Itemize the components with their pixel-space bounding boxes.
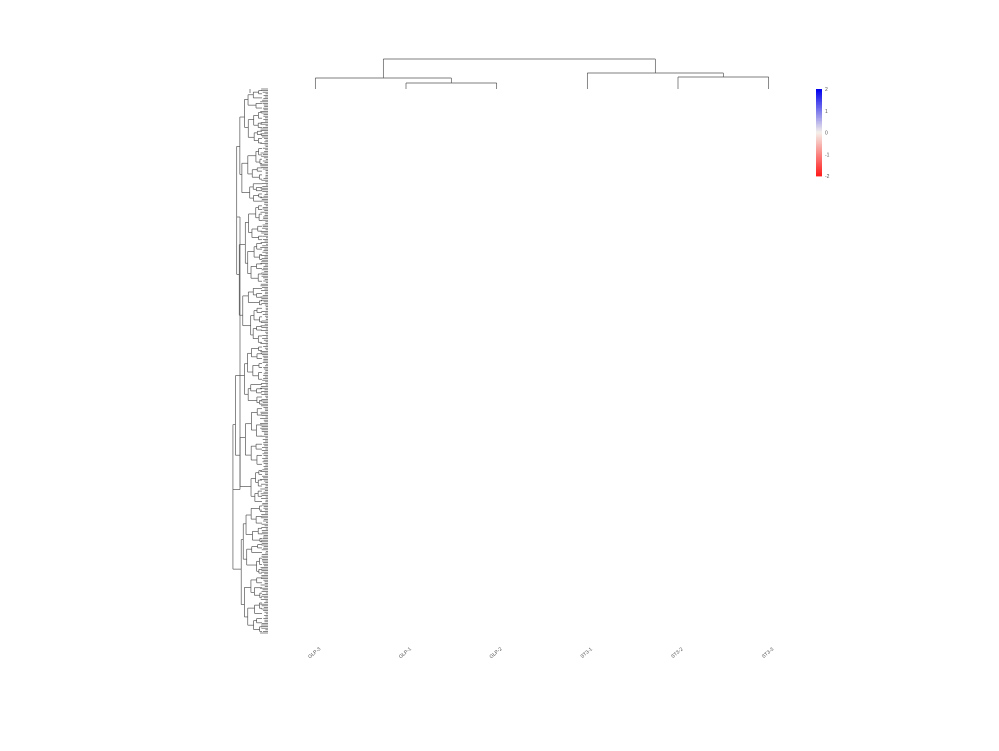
legend-color-step [816,145,822,148]
legend-color-step [816,170,822,173]
legend-tick-label: 1 [825,109,828,115]
legend-color-step [816,168,822,171]
legend-color-step [816,149,822,152]
legend-color-step [816,122,822,125]
row-dendrogram [232,88,268,634]
legend-color-step [816,126,822,129]
legend-color-step [816,174,822,177]
legend-color-step [816,123,822,126]
legend-color-step [816,97,822,100]
legend-color-step [816,93,822,96]
legend-color-step [816,103,822,106]
column-dendrogram [314,58,770,89]
legend-color-step [816,157,822,159]
legend-color-step [816,154,822,157]
legend-color-step [816,151,822,154]
legend-color-step [816,144,822,146]
legend-color-step [816,142,822,145]
legend-color-step [816,171,822,174]
legend-color-step [816,115,822,117]
legend-color-step [816,136,822,139]
column-label: ST3-1 [580,646,594,659]
legend-color-step [816,106,822,109]
legend-color-step [816,160,822,162]
legend-color-step [816,120,822,123]
column-label: ST3-3 [761,646,775,659]
legend-color-step [816,148,822,151]
legend-color-step [816,109,822,112]
legend-color-step [816,100,822,103]
legend-color-step [816,107,822,110]
legend-color-step [816,128,822,130]
legend-color-step [816,91,822,94]
legend-color-step [816,167,822,170]
column-label: GLP-3 [307,646,322,660]
legend-color-step [816,94,822,97]
legend-color-step [816,135,822,138]
legend-color-step [816,90,822,93]
column-label: GLP-1 [398,646,413,660]
legend-color-step [816,131,822,133]
column-label: ST3-2 [670,646,684,659]
legend-color-step [816,110,822,113]
legend-color-step [816,118,822,120]
legend-color-step [816,119,822,122]
legend-color-step [816,96,822,99]
legend-color-step [816,147,822,149]
legend-color-step [816,99,822,101]
legend-color-step [816,158,822,161]
legend-color-step [816,113,822,116]
legend-color-step [816,102,822,104]
legend-color-step [816,138,822,141]
legend-tick-label: -2 [825,174,830,180]
legend-tick-label: 0 [825,131,828,137]
legend-color-step [816,125,822,128]
column-labels: GLP-3 GLP-1 GLP-2 ST3-1 ST3-2 ST3-3 [307,646,775,660]
legend-color-step [816,116,822,119]
legend-color-step [816,132,822,135]
legend-color-step [816,155,822,158]
legend-color-step [816,129,822,132]
legend-color-step [816,162,822,165]
legend-color-step [816,89,822,91]
legend-color-step [816,152,822,155]
legend-color-step [816,165,822,168]
legend-color-step [816,164,822,167]
color-legend: 2 1 0 -1 -2 [816,87,830,180]
legend-color-step [816,104,822,107]
legend-tick-label: 2 [825,87,828,93]
legend-color-step [816,112,822,115]
legend-color-step [816,161,822,164]
legend-color-step [816,133,822,136]
legend-color-step [816,141,822,144]
legend-color-step [816,173,822,175]
column-label: GLP-2 [489,646,504,660]
legend-color-step [816,139,822,142]
legend-tick-label: -1 [825,152,830,158]
